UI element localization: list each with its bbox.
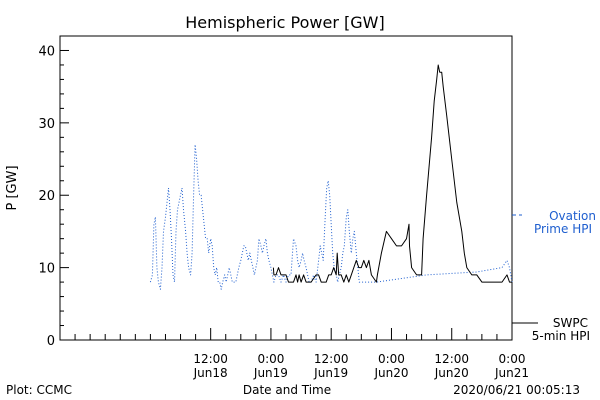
y-tick-label: 30 [38, 117, 55, 132]
y-axis-label: P [GW] [5, 165, 20, 210]
y-tick-label: 20 [38, 189, 55, 204]
x-tick-label-time: 0:00 [257, 352, 284, 366]
legend-label-swpc-line2: 5-min HPI [532, 329, 590, 343]
x-tick-label-time: 12:00 [314, 352, 349, 366]
x-axis-label: Date and Time [243, 383, 331, 397]
x-tick-label-date: Jun21 [494, 366, 529, 380]
x-axis: 12:00Jun180:00Jun1912:00Jun190:00Jun2012… [59, 328, 529, 380]
y-axis: 0 10 20 30 40 [38, 35, 69, 349]
x-tick-label-time: 0:00 [499, 352, 526, 366]
legend-label-ovation-line1: Ovation [549, 209, 596, 223]
series-line-swpc [272, 64, 512, 283]
x-tick-label-date: Jun18 [193, 366, 228, 380]
y-tick-label: 10 [38, 262, 55, 277]
legend-label-ovation-line2: Prime HPI [534, 222, 592, 236]
legend-label-swpc-line1: SWPC [553, 316, 588, 330]
y-tick-label: 40 [38, 44, 55, 59]
x-tick-label-time: 0:00 [378, 352, 405, 366]
x-tick-label-date: Jun20 [373, 366, 408, 380]
footer-plot-source: Plot: CCMC [6, 383, 72, 397]
x-tick-label-time: 12:00 [434, 352, 469, 366]
legend: Ovation Prime HPI SWPC 5-min HPI [512, 209, 596, 343]
series-line-ovation [149, 144, 513, 290]
x-tick-label-date: Jun19 [253, 366, 288, 380]
x-tick-label-date: Jun19 [313, 366, 348, 380]
x-tick-label-time: 12:00 [193, 352, 228, 366]
series-layer [149, 64, 513, 290]
y-tick-label: 0 [47, 334, 55, 349]
x-tick-label-date: Jun20 [434, 366, 469, 380]
plot-frame [59, 35, 513, 341]
footer-timestamp: 2020/06/21 00:05:13 [453, 383, 580, 397]
chart-title: Hemispheric Power [GW] [185, 13, 384, 32]
